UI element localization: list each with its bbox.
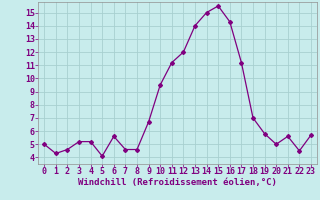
X-axis label: Windchill (Refroidissement éolien,°C): Windchill (Refroidissement éolien,°C)	[78, 178, 277, 187]
